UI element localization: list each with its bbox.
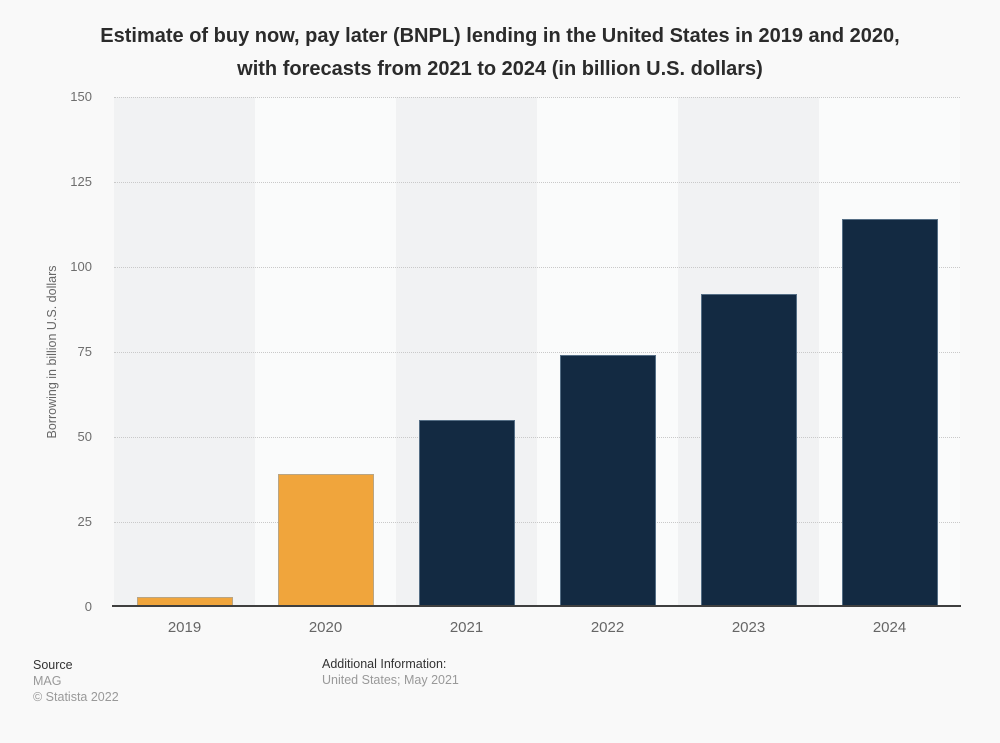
bar-2024[interactable] — [841, 219, 938, 607]
additional-info-label: Additional Information: — [322, 657, 447, 671]
source-value: MAG — [33, 674, 62, 688]
ytick-label-150: 150 — [70, 89, 92, 104]
bar-2022[interactable] — [559, 355, 656, 607]
xtick-label-2024: 2024 — [872, 619, 907, 636]
additional-info-value: United States; May 2021 — [322, 673, 459, 687]
xtick-label-2020: 2020 — [308, 619, 343, 636]
gridline-125 — [114, 182, 960, 183]
ytick-label-25: 25 — [77, 514, 92, 529]
ytick-label-100: 100 — [70, 259, 92, 274]
gridline-100 — [114, 267, 960, 268]
footer-additional-block: Additional Information: United States; M… — [322, 656, 459, 688]
xtick-label-2023: 2023 — [731, 619, 766, 636]
xtick-label-2021: 2021 — [449, 619, 484, 636]
gridline-75 — [114, 352, 960, 353]
x-axis-line — [112, 605, 961, 607]
bar-2021[interactable] — [418, 420, 515, 607]
ytick-label-0: 0 — [84, 599, 92, 614]
copyright-notice: © Statista 2022 — [33, 690, 119, 704]
footer-source-block: Source MAG © Statista 2022 — [33, 657, 119, 705]
ytick-label-125: 125 — [70, 174, 92, 189]
source-label: Source — [33, 658, 73, 672]
gridline-50 — [114, 437, 960, 438]
gridline-150 — [114, 97, 960, 98]
gridline-25 — [114, 522, 960, 523]
bar-2020[interactable] — [277, 474, 374, 607]
xtick-label-2019: 2019 — [167, 619, 202, 636]
bar-2023[interactable] — [700, 294, 797, 607]
chart-title: Estimate of buy now, pay later (BNPL) le… — [100, 25, 900, 80]
xtick-label-2022: 2022 — [590, 619, 625, 636]
ytick-label-50: 50 — [77, 429, 92, 444]
plot-area — [114, 97, 960, 607]
ytick-label-75: 75 — [77, 344, 92, 359]
